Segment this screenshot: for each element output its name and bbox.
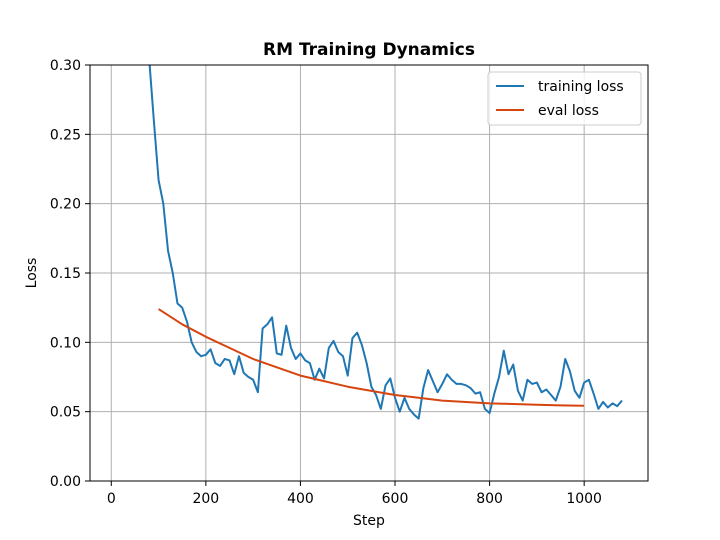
x-tick-label: 0	[107, 491, 116, 507]
series-line-training-loss	[148, 65, 623, 420]
y-tick-label: 0.10	[50, 335, 81, 351]
x-tick-label: 1000	[566, 491, 602, 507]
legend-label-training-loss: training loss	[538, 79, 624, 95]
y-tick-label: 0.30	[50, 58, 81, 74]
x-tick-label: 800	[476, 491, 503, 507]
legend-box	[487, 71, 642, 126]
legend-label-eval-loss: eval loss	[538, 103, 599, 119]
x-tick-label: 600	[382, 491, 409, 507]
y-axis-label: Loss	[24, 258, 40, 289]
x-tick-label: 400	[287, 491, 314, 507]
chart-title: RM Training Dynamics	[263, 40, 475, 60]
y-axis-ticks: 0.00 0.05 0.10 0.15 0.20 0.25 0.30	[50, 58, 90, 490]
y-tick-label: 0.00	[50, 474, 81, 490]
y-tick-label: 0.05	[50, 405, 81, 421]
y-tick-label: 0.20	[50, 197, 81, 213]
x-axis-ticks: 0 200 400 600 800 1000	[107, 481, 602, 507]
legend: training loss eval loss	[487, 71, 642, 126]
y-tick-label: 0.25	[50, 127, 81, 143]
x-axis-label: Step	[353, 513, 385, 529]
x-tick-label: 200	[192, 491, 219, 507]
gridlines	[90, 65, 648, 481]
series-layer	[148, 65, 623, 420]
y-tick-label: 0.15	[50, 266, 81, 282]
series-line-eval-loss	[158, 308, 585, 407]
